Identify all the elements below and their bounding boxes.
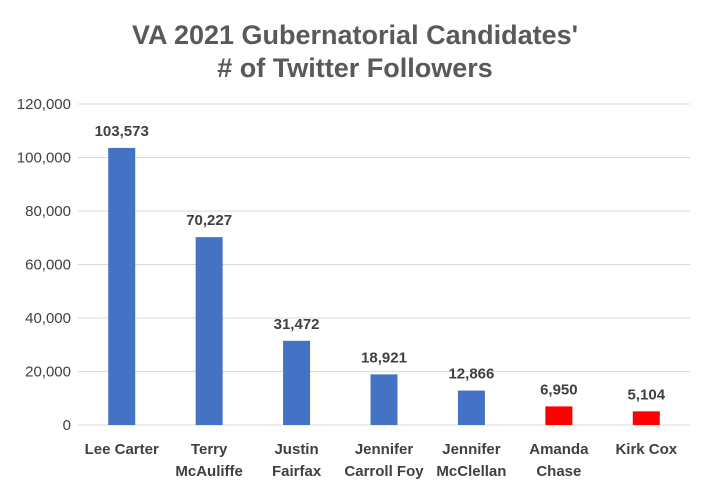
- y-axis-ticks: 0 20,000 40,000 60,000 80,000 100,000 120,000: [17, 96, 71, 434]
- data-label: 5,104: [628, 386, 666, 403]
- y-tick-label: 120,000: [17, 96, 71, 113]
- data-labels: 103,573 70,227 31,472 18,921 12,866 6,950 5,10…: [95, 123, 666, 403]
- x-tick-label-line: Terry: [191, 441, 228, 458]
- y-tick-label: 60,000: [25, 257, 71, 274]
- chart-title-line: VA 2021 Gubernatorial Candidates': [132, 20, 578, 50]
- x-tick-label: Lee Carter: [85, 441, 159, 458]
- x-tick-label-line: Kirk Cox: [615, 441, 677, 458]
- data-label: 103,573: [95, 123, 149, 140]
- y-tick-label: 0: [63, 417, 71, 434]
- data-label: 12,866: [448, 366, 494, 383]
- x-tick-label-line: Chase: [536, 463, 581, 480]
- x-tick-label-line: Amanda: [529, 441, 589, 458]
- bar: [457, 390, 485, 425]
- x-tick-label-line: McClellan: [436, 463, 506, 480]
- bars: [108, 147, 660, 425]
- x-tick-label-line: Carroll Foy: [344, 463, 424, 480]
- x-tick-label: Jennifer McClellan: [436, 441, 506, 480]
- x-tick-label-line: Fairfax: [272, 463, 322, 480]
- x-tick-label: Justin Fairfax: [272, 441, 322, 480]
- x-tick-label-line: Jennifer: [442, 441, 501, 458]
- bar: [108, 147, 136, 425]
- x-tick-label: Jennifer Carroll Foy: [344, 441, 424, 480]
- bar: [370, 374, 398, 425]
- x-tick-label-line: Jennifer: [355, 441, 414, 458]
- y-tick-label: 20,000: [25, 364, 71, 381]
- x-tick-label-line: McAuliffe: [175, 463, 243, 480]
- gridlines: [78, 103, 690, 426]
- data-label: 70,227: [186, 212, 232, 229]
- data-label: 18,921: [361, 349, 407, 366]
- chart-title-line: # of Twitter Followers: [217, 53, 493, 83]
- bar: [283, 340, 311, 425]
- y-tick-label: 80,000: [25, 203, 71, 220]
- chart-title: VA 2021 Gubernatorial Candidates'# of Tw…: [132, 20, 578, 83]
- data-label: 31,472: [274, 316, 320, 333]
- x-tick-label: Amanda Chase: [529, 441, 589, 480]
- x-tick-label-line: Justin: [274, 441, 318, 458]
- x-tick-label-line: Lee Carter: [85, 441, 159, 458]
- y-tick-label: 40,000: [25, 310, 71, 327]
- bar: [632, 411, 660, 425]
- data-label: 6,950: [540, 381, 578, 398]
- bar: [545, 406, 573, 425]
- x-axis-ticks: Lee Carter Terry McAuliffe Justin Fairfax Jen…: [85, 441, 678, 480]
- y-tick-label: 100,000: [17, 150, 71, 167]
- x-tick-label: Kirk Cox: [615, 441, 677, 458]
- bar: [195, 237, 223, 425]
- x-tick-label: Terry McAuliffe: [175, 441, 243, 480]
